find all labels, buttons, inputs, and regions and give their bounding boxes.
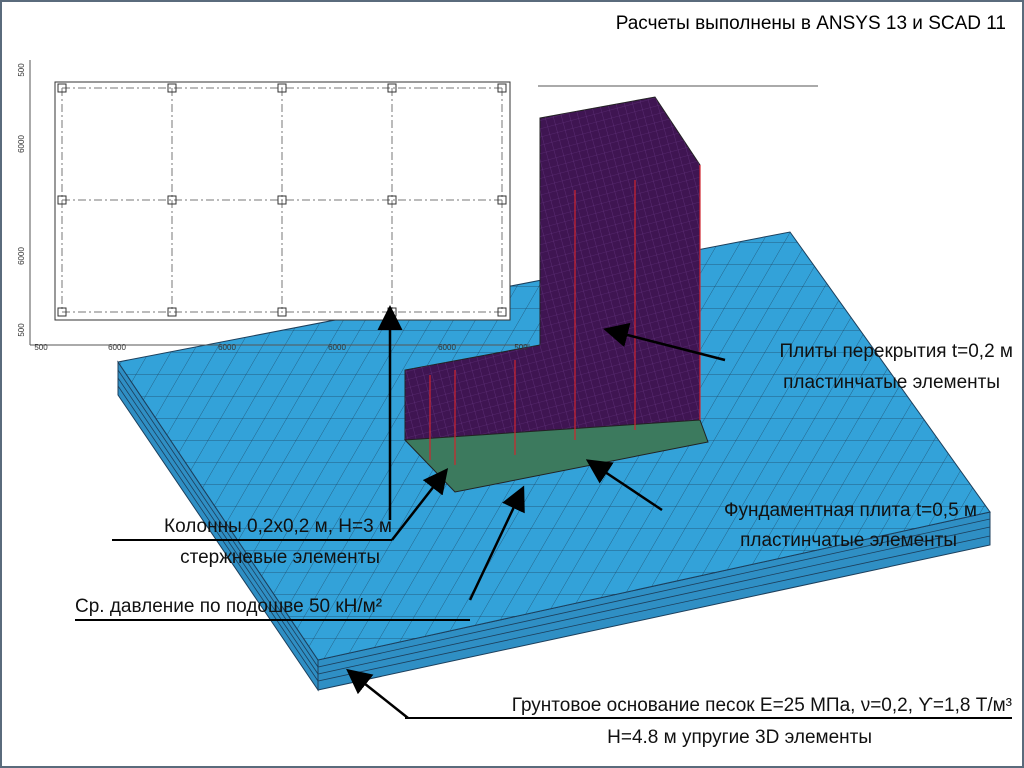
annotation: стержневые элементы xyxy=(180,547,380,568)
dim-label: 500 xyxy=(17,323,26,337)
arrows xyxy=(346,305,726,719)
annotation: Н=4.8 м упругие 3D элементы xyxy=(607,727,872,748)
dim-label: 500 xyxy=(34,343,48,352)
annotation: Плиты перекрытия t=0,2 м xyxy=(779,341,1013,362)
dim-label: 500 xyxy=(17,63,26,77)
dim-label: 6000 xyxy=(17,135,26,153)
annotation: Ср. давление по подошве 50 кН/м² xyxy=(75,596,382,617)
underlines xyxy=(75,539,1012,719)
annotation: Колонны 0,2х0,2 м, Н=3 м xyxy=(164,516,392,537)
building xyxy=(403,96,709,493)
dim-label: 6000 xyxy=(218,343,236,352)
annotation: пластинчатые элементы xyxy=(783,372,1000,393)
annotation: пластинчатые элементы xyxy=(740,530,957,551)
title: Расчеты выполнены в ANSYS 13 и SCAD 11 xyxy=(616,13,1006,34)
dim-label: 500 xyxy=(514,343,528,352)
dim-label: 6000 xyxy=(17,247,26,265)
dim-label: 6000 xyxy=(328,343,346,352)
plan-drawing: 500 6000 6000 500 500 6000 6000 6000 600… xyxy=(17,60,530,352)
annotation: Фундаментная плита t=0,5 м xyxy=(724,500,977,521)
dim-label: 6000 xyxy=(438,343,456,352)
dim-label: 6000 xyxy=(108,343,126,352)
annotation: Грунтовое основание песок Е=25 МПа, ν=0,… xyxy=(512,695,1012,716)
